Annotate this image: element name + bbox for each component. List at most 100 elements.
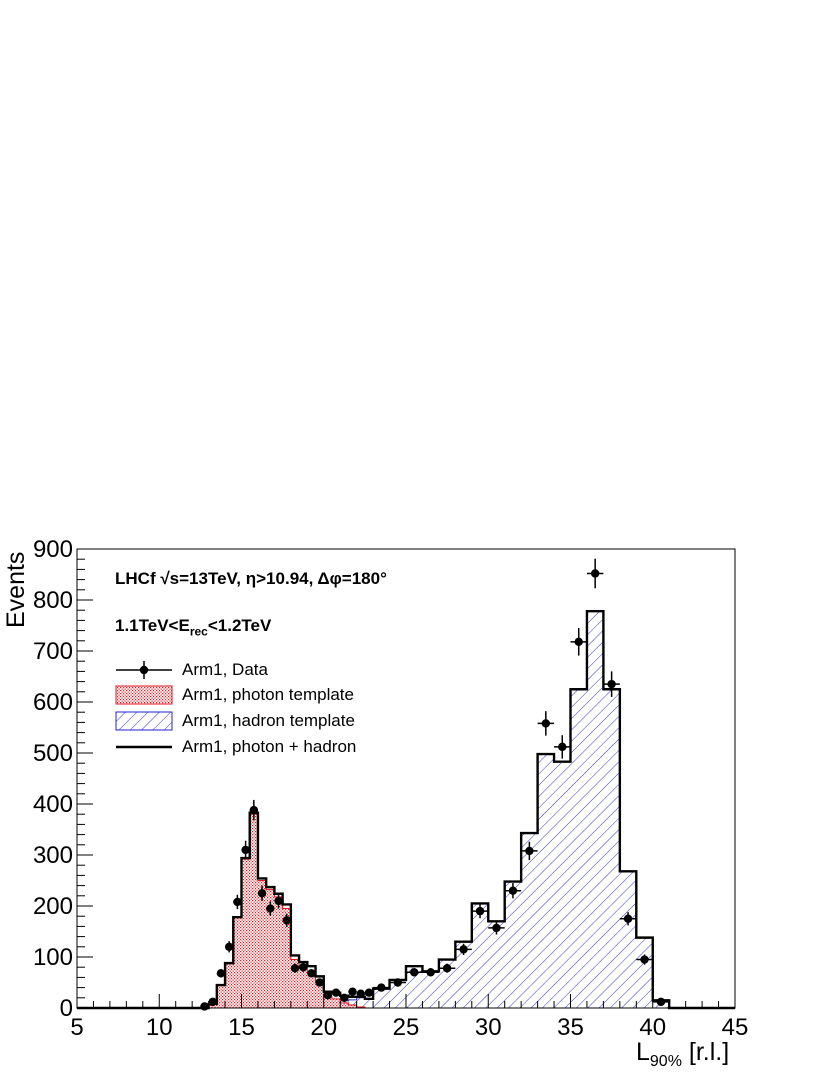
data-point	[373, 983, 390, 992]
y-tick-label: 0	[60, 995, 73, 1022]
data-point-marker	[558, 742, 567, 752]
legend-symbols	[115, 661, 173, 749]
data-point-marker	[331, 988, 341, 997]
data-point	[315, 978, 324, 987]
data-point	[537, 711, 555, 736]
data-point	[406, 968, 423, 977]
data-point	[307, 969, 316, 978]
x-axis-label-sub: 90%	[649, 1053, 682, 1070]
data-point-marker	[574, 637, 583, 647]
data-point-marker	[364, 988, 374, 997]
data-point	[216, 969, 226, 978]
x-tick-label: 25	[393, 1014, 420, 1041]
data-point-marker	[508, 886, 518, 895]
data-point	[636, 954, 653, 965]
data-point	[356, 989, 365, 998]
data-point	[570, 628, 587, 656]
data-point-marker	[492, 923, 501, 933]
data-point	[603, 671, 620, 697]
data-point	[282, 913, 291, 927]
data-point-marker	[607, 679, 616, 689]
data-point	[652, 997, 670, 1007]
data-points-layer	[200, 558, 670, 1011]
data-point-marker	[393, 978, 402, 987]
data-point-marker	[241, 845, 250, 855]
data-point-marker	[426, 968, 435, 977]
x-tick-label: 30	[475, 1014, 502, 1041]
data-point	[422, 968, 439, 977]
data-point	[364, 988, 374, 997]
y-tick-label: 700	[33, 638, 73, 665]
data-point-marker	[623, 914, 633, 923]
data-point-marker	[208, 997, 217, 1007]
data-point-marker	[340, 993, 349, 1002]
annotation-erec-label: 1.1TeV<Erec<1.2TeV	[115, 616, 272, 639]
legend-data-marker	[139, 665, 149, 675]
x-axis-label-unit: [r.l.]	[681, 1038, 730, 1066]
data-point-marker	[525, 846, 534, 856]
data-point	[241, 840, 250, 860]
photon-plus-hadron-line	[77, 610, 735, 1010]
data-point-marker	[442, 964, 452, 973]
data-point	[504, 883, 522, 899]
data-point	[200, 1002, 209, 1011]
data-point-marker	[348, 987, 357, 996]
data-point	[290, 963, 300, 973]
x-tick-label: 5	[70, 1014, 83, 1041]
data-point	[348, 987, 357, 996]
legend-photon-swatch	[115, 685, 173, 705]
data-point-marker	[323, 991, 333, 1000]
legend-label-hadron: Arm1, hadron template	[182, 711, 355, 730]
data-point	[488, 921, 505, 935]
data-point	[208, 997, 217, 1007]
data-point-marker	[307, 969, 316, 978]
x-tick-label: 10	[146, 1014, 173, 1041]
data-point-marker	[274, 896, 283, 906]
x-tick-label: 45	[722, 1014, 749, 1041]
legend-label-total: Arm1, photon + hadron	[182, 737, 357, 756]
data-point-marker	[266, 904, 275, 913]
y-tick-label: 800	[33, 587, 73, 614]
data-point	[619, 912, 637, 926]
data-point-marker	[298, 963, 308, 972]
data-point	[323, 991, 333, 1000]
data-point-marker	[541, 719, 551, 728]
data-point	[249, 799, 259, 821]
x-tick-label: 40	[639, 1014, 666, 1041]
data-point	[455, 943, 472, 955]
axes-layer: 5 10 15 20 25 30 35 40 45 0 100 200 300 400 500 600 700 8…	[33, 536, 748, 1041]
data-point	[274, 893, 283, 909]
x-tick-label: 35	[557, 1014, 584, 1041]
annotation-line1: LHCf √s=13TeV, η>10.94, Δφ=180°	[115, 569, 387, 588]
y-tick-label: 900	[33, 536, 73, 563]
data-point	[257, 885, 267, 901]
data-point	[331, 988, 341, 997]
data-point	[471, 903, 489, 919]
data-point	[521, 841, 538, 861]
y-tick-label: 600	[33, 689, 73, 716]
x-axis-label: L90% [r.l.]	[636, 1038, 729, 1071]
data-point-marker	[257, 889, 267, 898]
annotation-line2: 1.1TeV<Erec<1.2TeV	[115, 616, 271, 638]
y-tick-label: 300	[33, 842, 73, 869]
data-point	[389, 978, 406, 987]
data-point	[266, 901, 275, 916]
data-point	[298, 962, 308, 972]
data-point	[586, 558, 604, 589]
y-tick-label: 500	[33, 740, 73, 767]
data-point-marker	[282, 916, 291, 925]
data-point-marker	[315, 978, 324, 987]
data-point-marker	[216, 969, 226, 978]
data-point-marker	[459, 945, 468, 954]
legend-hadron-swatch	[115, 711, 173, 731]
hadron-template-layer	[77, 610, 735, 1009]
data-point-marker	[377, 983, 386, 992]
data-point	[224, 941, 234, 953]
legend-label-photon: Arm1, photon template	[182, 685, 354, 704]
x-axis-label-main: L	[636, 1038, 650, 1066]
data-point-marker	[590, 569, 600, 578]
data-point	[233, 894, 242, 910]
data-point-marker	[475, 906, 485, 916]
y-tick-label: 200	[33, 893, 73, 920]
